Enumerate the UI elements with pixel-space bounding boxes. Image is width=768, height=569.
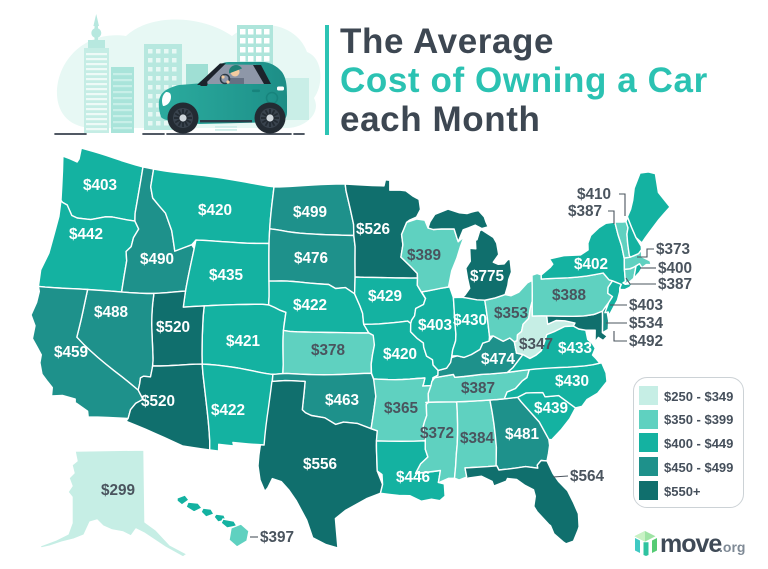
svg-text:$402: $402 bbox=[574, 256, 608, 273]
svg-text:$429: $429 bbox=[368, 288, 402, 305]
svg-text:$474: $474 bbox=[481, 351, 516, 368]
svg-text:$520: $520 bbox=[156, 319, 190, 336]
svg-text:$446: $446 bbox=[396, 469, 430, 486]
svg-text:$430: $430 bbox=[555, 373, 589, 390]
svg-text:$439: $439 bbox=[534, 400, 568, 417]
svg-text:$430: $430 bbox=[453, 312, 487, 329]
svg-text:$775: $775 bbox=[470, 268, 505, 285]
svg-text:$420: $420 bbox=[383, 346, 417, 363]
svg-text:$400: $400 bbox=[658, 260, 692, 277]
svg-text:$372: $372 bbox=[420, 425, 454, 442]
svg-text:$463: $463 bbox=[325, 392, 359, 409]
svg-text:$433: $433 bbox=[558, 340, 592, 357]
svg-text:$403: $403 bbox=[83, 177, 117, 194]
svg-text:$365: $365 bbox=[384, 400, 419, 417]
svg-text:$481: $481 bbox=[505, 426, 540, 443]
svg-text:$299: $299 bbox=[101, 482, 135, 499]
svg-text:$347: $347 bbox=[519, 336, 553, 353]
svg-text:$556: $556 bbox=[303, 456, 337, 473]
svg-text:$442: $442 bbox=[69, 226, 103, 243]
svg-text:$520: $520 bbox=[141, 393, 175, 410]
svg-text:$373: $373 bbox=[656, 241, 690, 258]
svg-text:$422: $422 bbox=[293, 297, 327, 314]
svg-text:$378: $378 bbox=[311, 342, 346, 359]
svg-text:$421: $421 bbox=[226, 333, 261, 350]
svg-text:$534: $534 bbox=[629, 315, 664, 332]
svg-text:$387: $387 bbox=[658, 276, 692, 293]
svg-text:$420: $420 bbox=[198, 202, 232, 219]
svg-text:$488: $488 bbox=[94, 304, 129, 321]
svg-text:$459: $459 bbox=[54, 344, 88, 361]
svg-text:$389: $389 bbox=[407, 247, 441, 264]
svg-text:$353: $353 bbox=[494, 305, 528, 322]
svg-text:$403: $403 bbox=[418, 317, 452, 334]
svg-text:$384: $384 bbox=[460, 430, 495, 447]
svg-text:$526: $526 bbox=[356, 221, 390, 238]
svg-text:$410: $410 bbox=[577, 186, 611, 203]
svg-text:$435: $435 bbox=[209, 267, 244, 284]
svg-text:$387: $387 bbox=[461, 380, 495, 397]
svg-text:$499: $499 bbox=[293, 204, 327, 221]
svg-text:$490: $490 bbox=[140, 251, 174, 268]
svg-text:$476: $476 bbox=[294, 250, 328, 267]
svg-text:$397: $397 bbox=[260, 529, 294, 546]
svg-text:$388: $388 bbox=[552, 287, 587, 304]
svg-text:$403: $403 bbox=[629, 297, 663, 314]
svg-text:$387: $387 bbox=[568, 203, 602, 220]
svg-text:$492: $492 bbox=[629, 333, 663, 350]
svg-text:$422: $422 bbox=[211, 402, 245, 419]
svg-text:$564: $564 bbox=[570, 468, 605, 485]
